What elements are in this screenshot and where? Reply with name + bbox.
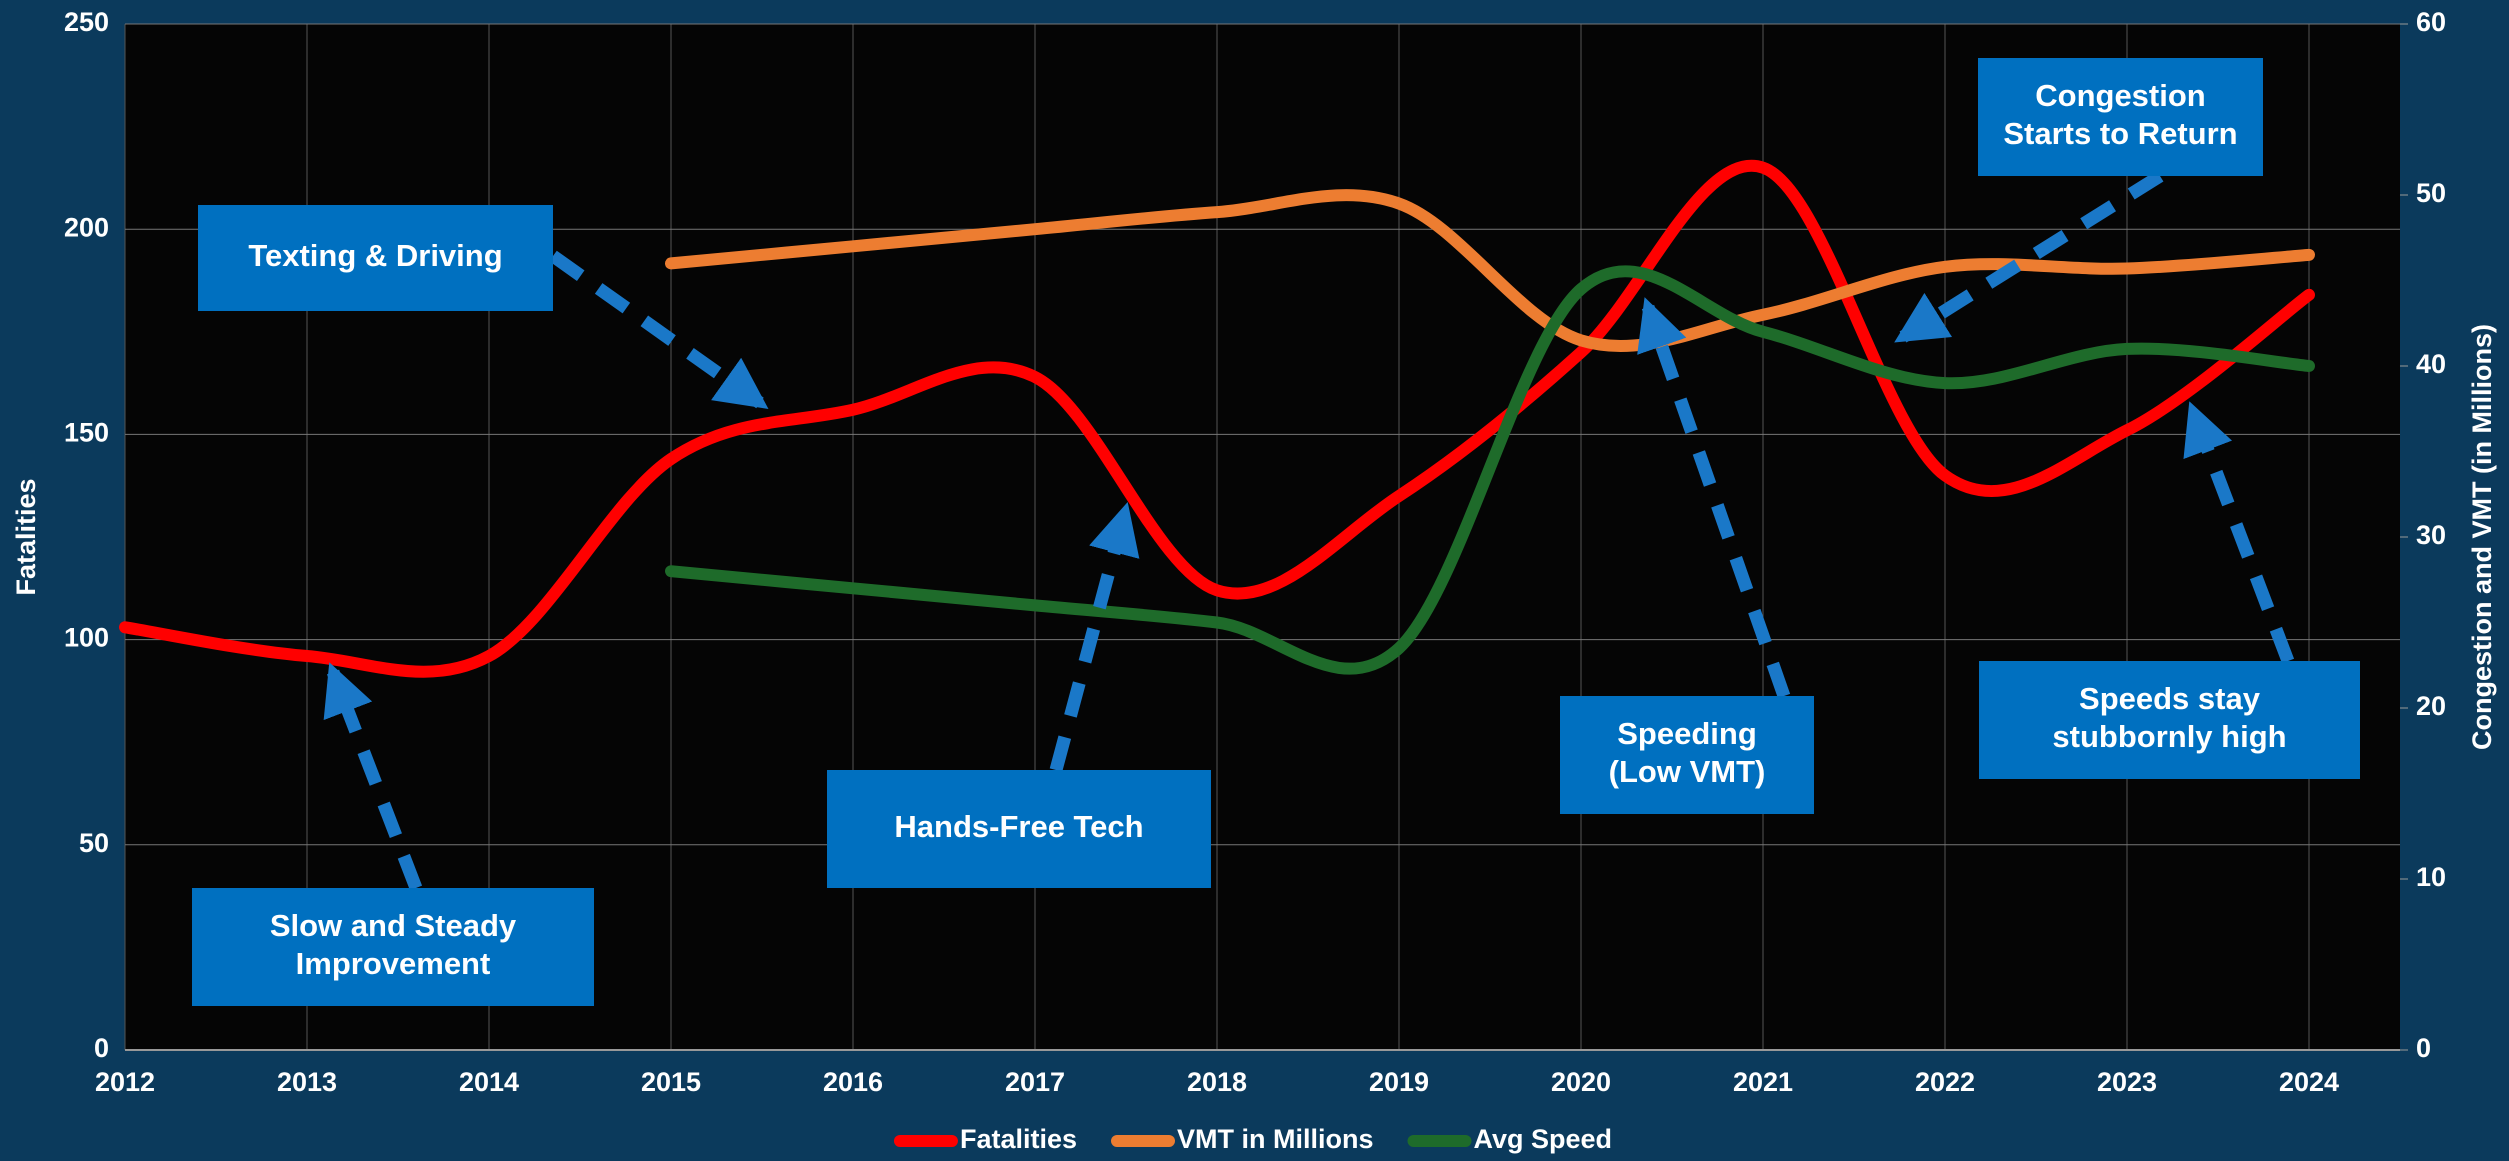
x-tick-label: 2013 xyxy=(277,1067,337,1097)
y2-tick-label: 40 xyxy=(2416,349,2446,379)
x-tick-label: 2018 xyxy=(1187,1067,1247,1097)
y-tick-label: 50 xyxy=(79,828,109,858)
x-tick-label: 2019 xyxy=(1369,1067,1429,1097)
annotation-text: Improvement xyxy=(296,946,491,981)
legend: Fatalities VMT in Millions Avg Speed xyxy=(900,1124,1612,1154)
y-tick-label: 0 xyxy=(94,1033,109,1063)
y-axis-label: Fatalities xyxy=(11,478,41,595)
page: {"chart_data": {"type": "line", "x": [20… xyxy=(0,0,2509,1161)
annotation-text: Starts to Return xyxy=(2003,116,2237,151)
x-tick-label: 2015 xyxy=(641,1067,701,1097)
x-tick-label: 2020 xyxy=(1551,1067,1611,1097)
y2-tick-label: 10 xyxy=(2416,862,2446,892)
x-tick-label: 2023 xyxy=(2097,1067,2157,1097)
legend-label: VMT in Millions xyxy=(1177,1124,1374,1154)
y-tick-label: 100 xyxy=(64,623,109,653)
annotation-text: Speeds stay xyxy=(2079,681,2261,716)
legend-label: Fatalities xyxy=(960,1124,1077,1154)
annotation-text: Speeding xyxy=(1617,716,1757,751)
y2-tick-label: 0 xyxy=(2416,1033,2431,1063)
annotation-text: Slow and Steady xyxy=(270,908,517,943)
y-tick-label: 250 xyxy=(64,7,109,37)
annotation-text: Texting & Driving xyxy=(248,238,502,273)
y-tick-label: 200 xyxy=(64,212,109,242)
chart: Fatalities Congestion and VMT (in Millio… xyxy=(0,0,2509,1161)
x-tick-label: 2017 xyxy=(1005,1067,1065,1097)
x-tick-label: 2012 xyxy=(95,1067,155,1097)
annotation-text: Hands-Free Tech xyxy=(894,809,1143,844)
y2-tick-label: 50 xyxy=(2416,178,2446,208)
legend-label: Avg Speed xyxy=(1474,1124,1613,1154)
y2-tick-label: 20 xyxy=(2416,691,2446,721)
annotation-text: stubbornly high xyxy=(2052,719,2286,754)
x-tick-label: 2016 xyxy=(823,1067,883,1097)
x-tick-label: 2022 xyxy=(1915,1067,1975,1097)
x-tick-label: 2014 xyxy=(459,1067,519,1097)
y-tick-label: 150 xyxy=(64,418,109,448)
y2-axis-label: Congestion and VMT (in Millions) xyxy=(2467,324,2497,750)
annotation-text: Congestion xyxy=(2035,78,2206,113)
y2-tick-label: 60 xyxy=(2416,7,2446,37)
x-tick-label: 2024 xyxy=(2279,1067,2339,1097)
y2-tick-label: 30 xyxy=(2416,520,2446,550)
annotation-text: (Low VMT) xyxy=(1609,754,1766,789)
x-tick-label: 2021 xyxy=(1733,1067,1793,1097)
